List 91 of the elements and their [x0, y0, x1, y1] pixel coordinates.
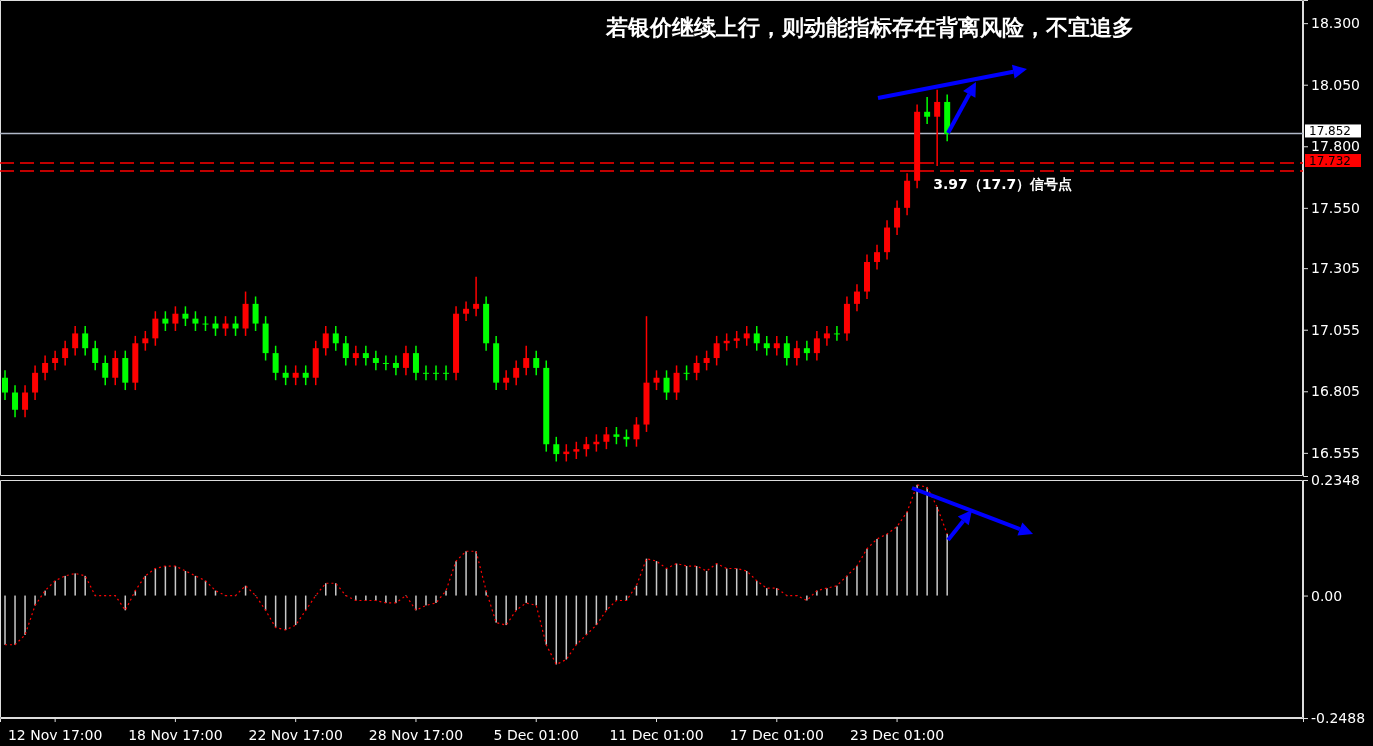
candlestick — [282, 364, 289, 386]
candlestick — [533, 349, 540, 377]
candlestick — [352, 344, 359, 367]
y-tick-label: 0.00 — [1311, 587, 1343, 604]
x-tick-label: 11 Dec 01:00 — [609, 726, 704, 743]
candlestick — [813, 330, 820, 362]
candlestick — [292, 364, 299, 386]
y-tick-label: 17.800 — [1311, 138, 1360, 155]
annotation: 3.97（17.7）信号点 — [933, 175, 1073, 192]
candlestick — [82, 325, 89, 357]
candlestick — [52, 349, 59, 372]
candlestick — [382, 354, 389, 372]
candlestick — [102, 354, 109, 386]
y-tick-label: -0.2488 — [1311, 709, 1366, 726]
candlestick — [112, 349, 119, 386]
candlestick — [773, 335, 780, 357]
y-tick-label: 17.055 — [1311, 321, 1360, 338]
x-tick-label: 12 Nov 17:00 — [7, 726, 103, 743]
y-tick-label: 18.300 — [1311, 15, 1360, 32]
candlestick — [332, 325, 339, 352]
candlestick — [152, 310, 159, 347]
candlestick — [2, 369, 9, 401]
candlestick — [653, 369, 660, 391]
candlestick — [12, 384, 19, 418]
candlestick — [523, 344, 530, 377]
x-tick-label: 5 Dec 01:00 — [493, 726, 579, 743]
candlestick — [663, 369, 670, 401]
line-series — [4, 484, 948, 666]
x-tick-label: 22 Nov 17:00 — [248, 726, 343, 743]
candlestick — [362, 344, 369, 367]
candlestick — [853, 283, 860, 313]
candlestick — [633, 416, 640, 448]
candlestick — [473, 276, 480, 317]
candlestick — [894, 199, 901, 236]
candlestick — [92, 340, 99, 372]
candlestick — [302, 364, 309, 386]
candlestick — [252, 295, 259, 332]
candlestick — [503, 369, 510, 391]
y-tick-label: 16.805 — [1311, 383, 1360, 400]
candlestick — [874, 244, 881, 271]
y-tick-label: 18.050 — [1311, 76, 1360, 93]
candlestick — [713, 335, 720, 367]
candlestick — [803, 340, 810, 362]
candlestick — [763, 335, 770, 357]
candlestick — [372, 349, 379, 372]
y-tick-label: 17.305 — [1311, 260, 1360, 277]
candlestick — [934, 88, 941, 167]
candlestick — [703, 349, 710, 372]
candlestick — [693, 354, 700, 381]
candlestick — [272, 344, 279, 381]
ref-line-label: 17.852 — [1309, 124, 1351, 139]
candlestick — [72, 325, 79, 357]
x-tick-label: 18 Nov 17:00 — [128, 726, 223, 743]
ref-line-label: 17.732 — [1309, 154, 1351, 169]
candlestick — [42, 354, 49, 381]
candlestick — [793, 340, 800, 367]
candlestick — [392, 354, 399, 377]
candlestick — [412, 344, 419, 381]
candlestick — [32, 364, 39, 401]
y-tick-label: 17.550 — [1311, 199, 1360, 216]
candlestick — [553, 436, 560, 463]
candlestick — [172, 305, 179, 332]
candlestick — [783, 335, 790, 367]
candlestick — [743, 325, 750, 347]
candlestick — [162, 310, 169, 332]
candlestick — [402, 344, 409, 377]
candlestick — [753, 325, 760, 352]
x-tick-label: 23 Dec 01:00 — [849, 726, 945, 743]
candlestick — [833, 325, 840, 342]
candlestick — [513, 359, 520, 386]
candlestick — [583, 436, 590, 458]
candlestick — [342, 335, 349, 367]
y-tick-label: 0.2348 — [1311, 471, 1360, 488]
candlestick — [182, 305, 189, 327]
candlestick — [192, 310, 199, 332]
candlestick — [603, 426, 610, 450]
candlestick — [673, 364, 680, 401]
candlestick — [463, 300, 470, 322]
x-tick-label: 28 Nov 17:00 — [368, 726, 464, 743]
candlestick — [422, 364, 429, 381]
candlestick — [443, 364, 450, 381]
candlestick — [433, 364, 439, 381]
text: 若银价继续上行，则动能指标存在背离风险，不宜追多 — [605, 14, 1134, 40]
candlestick — [22, 384, 29, 418]
candlestick — [823, 325, 830, 347]
candlestick — [142, 330, 149, 352]
candlestick — [322, 325, 329, 357]
candlestick — [62, 340, 69, 367]
y-tick-label: 16.555 — [1311, 444, 1360, 461]
candlestick — [924, 96, 931, 125]
x-tick-label: 17 Dec 01:00 — [729, 726, 824, 743]
